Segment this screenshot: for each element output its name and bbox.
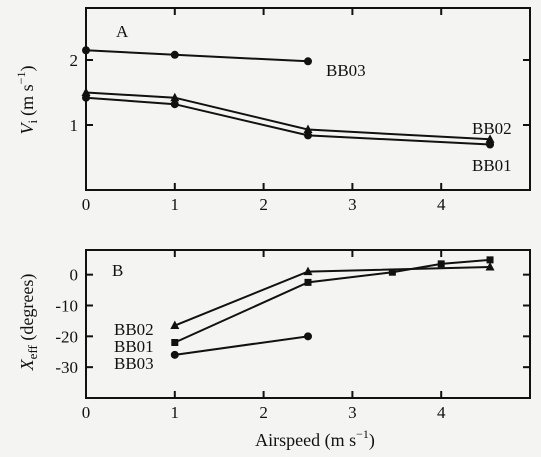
series-label-b-bb03: BB03	[114, 354, 154, 373]
panel-a-letter: A	[116, 22, 129, 41]
panel-b-series	[170, 256, 495, 359]
x-tick-label-a: 3	[348, 195, 357, 214]
series-line-bb03	[85, 49, 309, 63]
x-tick-label-a: 4	[437, 195, 446, 214]
data-point-bb01	[304, 131, 312, 140]
data-point-bb01	[171, 339, 179, 346]
data-point-bb03	[170, 350, 179, 359]
y-tick-label-b: -10	[55, 297, 78, 316]
y-label-a-main: V	[17, 121, 37, 134]
x-tick-label-a: 0	[82, 195, 91, 214]
series-b-bb03	[170, 332, 312, 359]
x-tick-label-b: 1	[171, 403, 180, 422]
y-tick-label-a: 2	[70, 51, 79, 70]
data-point-bb01	[304, 278, 312, 286]
x-label-exp: −1	[356, 427, 369, 441]
y-label-b-main: X	[17, 358, 37, 371]
data-point-bb02	[485, 261, 495, 271]
data-point-bb02	[303, 124, 313, 134]
data-point-bb01	[486, 140, 495, 149]
y-tick-label-a: 1	[70, 116, 79, 135]
x-axis-label: Airspeed (m s−1)	[255, 427, 375, 451]
series-b-bb02	[170, 261, 495, 330]
x-label-close: )	[369, 430, 375, 451]
series-line-bb01	[174, 258, 491, 344]
y-label-a-exp: −1	[14, 72, 28, 85]
x-tick-label-b: 3	[348, 403, 357, 422]
y-label-b-sub: eff	[25, 344, 40, 359]
series-line-bb03	[174, 335, 309, 356]
panel-b-ticks: 0 1 2 3 4 0 -10 -20 -30	[55, 250, 530, 422]
panel-a-frame	[85, 7, 531, 191]
data-point-bb03	[304, 57, 312, 66]
series-label-bb01: BB01	[472, 156, 512, 175]
data-point-bb01	[486, 256, 494, 264]
y-label-a-sub: i	[25, 119, 40, 123]
panel-a: A 0 1 2 3 4 1 2 BB03 BB02 BB01 Vi (m s−1)	[14, 7, 531, 214]
panel-b-y-axis-label: Xeff (degrees)	[17, 274, 40, 372]
x-tick-label-b: 0	[82, 403, 91, 422]
y-tick-label-b: -20	[55, 327, 78, 346]
data-point-bb01	[437, 260, 445, 268]
panel-b-frame	[85, 249, 531, 399]
svg-text:Xeff (degrees): Xeff (degrees)	[17, 274, 40, 372]
data-point-bb02	[303, 266, 313, 276]
series-label-b-bb02: BB02	[114, 320, 154, 339]
y-label-a-close: )	[17, 66, 38, 72]
y-label-a-unit: (m s	[17, 84, 38, 116]
series-line-bb01	[85, 96, 491, 146]
series-label-bb03: BB03	[326, 61, 366, 80]
panel-a-series	[81, 46, 495, 149]
y-tick-label-b: -30	[55, 358, 78, 377]
x-tick-label-a: 1	[171, 195, 180, 214]
data-point-bb02	[170, 320, 180, 330]
panel-b-letter: B	[112, 261, 123, 280]
series-line-bb02	[174, 265, 491, 327]
data-point-bb01	[82, 93, 90, 102]
data-point-bb02	[485, 134, 495, 143]
x-tick-label-b: 2	[259, 403, 268, 422]
series-b-bb01	[171, 256, 494, 346]
data-point-bb02	[170, 92, 180, 102]
series-a-bb01	[82, 93, 495, 149]
series-label-b-bb01: BB01	[114, 337, 154, 356]
data-point-bb01	[170, 100, 179, 109]
panel-a-y-axis-label: Vi (m s−1)	[14, 66, 40, 135]
x-tick-label-a: 2	[259, 195, 268, 214]
data-point-bb01	[388, 268, 396, 276]
series-a-bb03	[82, 46, 312, 66]
x-tick-label-b: 4	[437, 403, 446, 422]
panel-a-ticks: 0 1 2 3 4 1 2	[70, 8, 530, 214]
series-label-bb02: BB02	[472, 119, 512, 138]
panel-b: B 0 1 2 3 4 0 -10 -20 -30 BB02 BB01 BB03 Xeff (d…	[17, 249, 531, 451]
data-point-bb02	[81, 87, 91, 96]
y-tick-label-b: 0	[70, 266, 79, 285]
data-point-bb03	[82, 46, 90, 55]
data-point-bb03	[170, 50, 179, 59]
y-label-b-rest: (degrees)	[17, 274, 38, 345]
svg-text:Vi(m s−1): Vi (m s−1)	[14, 66, 40, 135]
data-point-bb03	[304, 332, 312, 341]
series-a-bb02	[81, 87, 495, 143]
series-line-bb02	[85, 91, 491, 141]
x-label-main: Airspeed (m s	[255, 430, 356, 451]
